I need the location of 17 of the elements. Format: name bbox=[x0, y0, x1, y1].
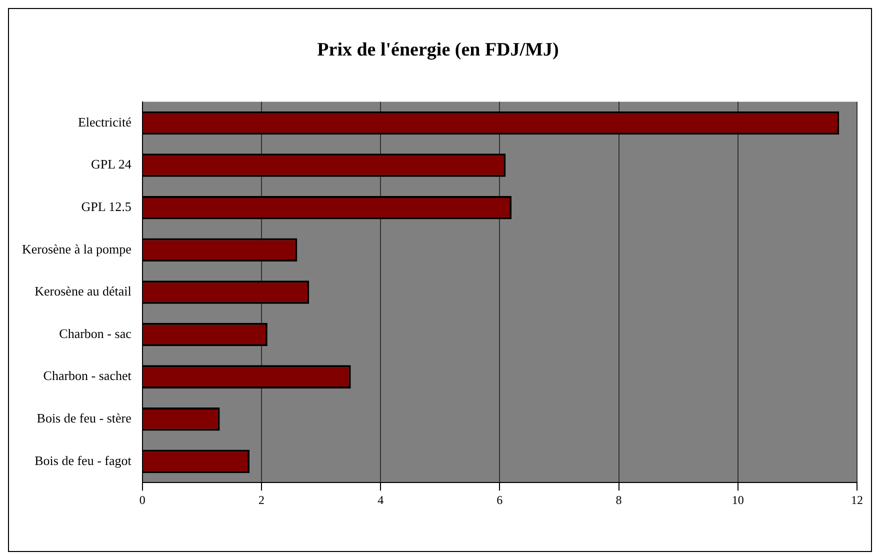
x-tick-label: 10 bbox=[732, 492, 744, 507]
x-tick-label: 2 bbox=[258, 492, 264, 507]
y-tick-label: Charbon - sac bbox=[59, 326, 132, 341]
x-tick-label: 0 bbox=[139, 492, 146, 507]
y-tick-label: GPL 24 bbox=[91, 156, 132, 172]
x-tick-label: 4 bbox=[378, 492, 384, 507]
y-tick-label: Kerosène au détail bbox=[34, 284, 132, 299]
chart-title: Prix de l'énergie (en FDJ/MJ) bbox=[317, 39, 559, 60]
x-tick-label: 12 bbox=[851, 492, 863, 507]
x-tick-label: 6 bbox=[496, 492, 503, 507]
y-tick-label: Kerosène à la pompe bbox=[22, 241, 132, 256]
y-tick-label: Bois de feu - stère bbox=[36, 410, 132, 426]
y-tick-label: Bois de feu - fagot bbox=[34, 452, 132, 468]
y-tick-label: Charbon - sachet bbox=[43, 368, 132, 384]
x-tick-label: 8 bbox=[616, 492, 622, 507]
y-tick-label: Electricité bbox=[78, 114, 132, 130]
y-tick-label: GPL 12.5 bbox=[81, 199, 132, 214]
